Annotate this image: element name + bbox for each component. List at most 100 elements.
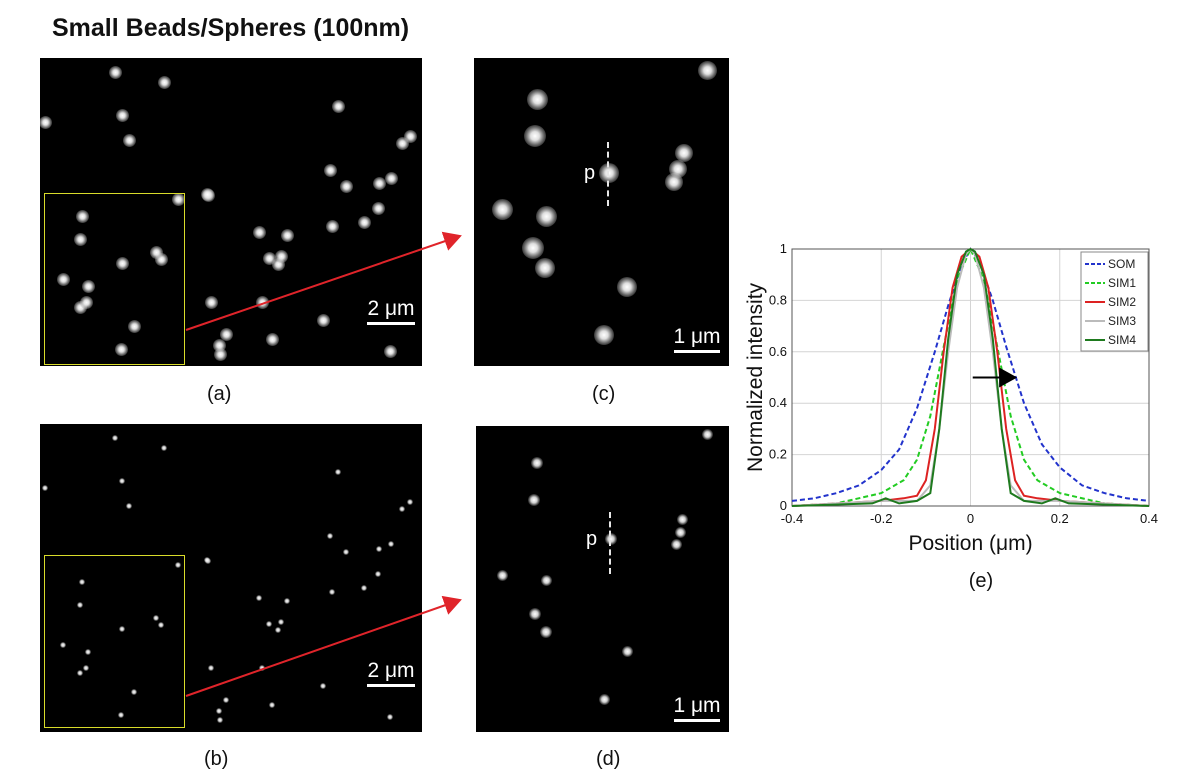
bead-spot <box>252 225 266 239</box>
bead-spot <box>157 75 171 89</box>
x-tick-label: -0.4 <box>781 511 803 526</box>
bead-spot <box>325 219 339 233</box>
series-line-sim4 <box>791 247 1150 507</box>
bead-spot <box>617 277 637 297</box>
page-title: Small Beads/Spheres (100nm) <box>52 14 410 42</box>
bead-spot <box>526 88 548 110</box>
bead-spot <box>73 232 87 246</box>
bead-spot <box>217 717 223 723</box>
scale-bar: 2 μm <box>358 297 422 325</box>
panel-label-e: (e) <box>969 570 993 592</box>
bead-spot <box>149 245 163 259</box>
profile-marker: p <box>586 528 598 550</box>
bead-spot <box>158 622 164 628</box>
bead-spot <box>375 571 381 577</box>
bead-spot <box>701 428 713 440</box>
bead-spot <box>262 251 276 265</box>
y-axis-label: Normalized intensity <box>744 282 767 472</box>
x-tick-label: 0.2 <box>1051 511 1069 526</box>
bead-spot <box>114 342 128 356</box>
bead-spot <box>599 163 619 183</box>
bead-spot <box>223 697 229 703</box>
bead-spot <box>371 201 385 215</box>
bead-spot <box>274 249 288 263</box>
bead-spot <box>278 619 284 625</box>
y-tick-label: 0 <box>780 498 787 513</box>
bead-spot <box>407 499 413 505</box>
bead-spot <box>175 562 181 568</box>
bead-spot <box>669 160 687 178</box>
roi-box <box>44 193 185 365</box>
bead-spot <box>131 689 137 695</box>
y-tick-label: 0.4 <box>769 395 787 410</box>
bead-spot <box>119 626 125 632</box>
bead-spot <box>361 585 367 591</box>
bead-spot <box>85 649 91 655</box>
legend-label: SIM3 <box>1108 314 1136 328</box>
bead-spot <box>357 215 371 229</box>
bead-spot <box>323 163 337 177</box>
bead-spot <box>670 538 682 550</box>
bead-spot <box>316 313 330 327</box>
bead-spot <box>376 546 382 552</box>
bead-spot <box>327 533 333 539</box>
bead-spot <box>81 279 95 293</box>
legend-label: SIM1 <box>1108 276 1136 290</box>
zoom-arrow-b-to-d <box>185 595 462 697</box>
bead-spot <box>535 205 557 227</box>
scale-bar-label: 1 μm <box>673 694 721 717</box>
bead-spot <box>329 589 335 595</box>
bead-spot <box>399 506 405 512</box>
bead-spot <box>265 332 279 346</box>
bead-spot <box>122 133 136 147</box>
image-panel-a: 2 μm <box>40 58 422 366</box>
bead-spot <box>674 526 686 538</box>
bead-spot <box>284 598 290 604</box>
bead-spot <box>594 325 614 345</box>
scale-bar-label: 2 μm <box>367 659 415 682</box>
bead-spot <box>598 693 610 705</box>
scale-bar: 2 μm <box>358 659 422 687</box>
bead-spot <box>540 626 552 638</box>
bead-spot <box>266 621 272 627</box>
bead-spot <box>60 642 66 648</box>
bead-spot <box>676 513 688 525</box>
bead-spot <box>343 549 349 555</box>
y-tick-label: 0.8 <box>769 292 787 307</box>
bead-spot <box>697 60 717 80</box>
bead-spot <box>621 645 633 657</box>
image-panel-c: p 1 μm <box>474 58 729 366</box>
image-panel-d: p 1 μm <box>476 426 729 732</box>
profile-line <box>607 142 609 206</box>
bead-spot <box>153 615 159 621</box>
bead-spot <box>496 569 508 581</box>
profile-line <box>609 512 611 574</box>
bead-spot <box>126 503 132 509</box>
scale-bar: 1 μm <box>666 325 728 353</box>
bead-spot <box>112 435 118 441</box>
bead-spot <box>528 494 540 506</box>
panel-label-c: (c) <box>592 383 616 405</box>
bead-spot <box>119 478 125 484</box>
bead-spot <box>320 683 326 689</box>
bead-spot <box>79 295 93 309</box>
bead-spot <box>403 129 417 143</box>
bead-spot <box>372 176 386 190</box>
y-tick-label: 0.2 <box>769 447 787 462</box>
bead-spot <box>204 557 210 563</box>
bead-spot <box>219 327 233 341</box>
bead-spot <box>531 457 543 469</box>
bead-spot <box>127 319 141 333</box>
bead-spot <box>269 702 275 708</box>
scale-bar-label: 1 μm <box>673 325 721 348</box>
bead-spot <box>339 179 353 193</box>
series-line-sim1 <box>791 246 1150 507</box>
x-tick-label: -0.2 <box>870 511 892 526</box>
bead-spot <box>161 445 167 451</box>
bead-spot <box>280 228 294 242</box>
bead-spot <box>540 574 552 586</box>
bead-spot <box>383 344 397 358</box>
bead-spot <box>524 125 546 147</box>
bead-spot <box>388 541 394 547</box>
bead-spot <box>115 108 129 122</box>
